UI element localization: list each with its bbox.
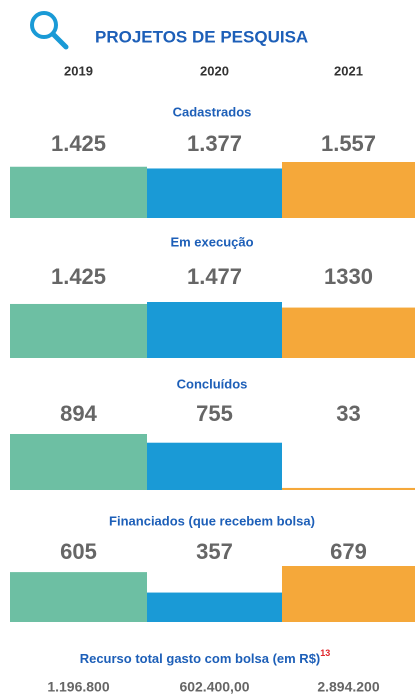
footer-value: 2.894.200 (317, 679, 379, 695)
year-label: 2019 (64, 63, 93, 78)
footer-title: Recurso total gasto com bolsa (em R$)13 (80, 648, 331, 666)
bar (282, 162, 415, 218)
bar (10, 303, 147, 358)
value-label: 1.425 (51, 264, 106, 289)
value-label: 1.377 (187, 131, 242, 156)
bar (147, 168, 282, 218)
bar (10, 166, 147, 218)
bar (282, 487, 415, 490)
value-label: 1.477 (187, 264, 242, 289)
footer-value: 1.196.800 (47, 679, 109, 695)
footer-value: 602.400,00 (179, 679, 249, 695)
section-title: Cadastrados (173, 104, 252, 119)
value-label: 1330 (324, 264, 373, 289)
value-label: 1.557 (321, 131, 376, 156)
bar (10, 572, 147, 622)
value-label: 33 (336, 401, 360, 426)
section-title: Em execução (170, 234, 253, 249)
year-label: 2021 (334, 63, 363, 78)
section-title: Concluídos (177, 376, 248, 391)
bar (10, 434, 147, 490)
section-title: Financiados (que recebem bolsa) (109, 513, 315, 528)
footer-title-text: Recurso total gasto com bolsa (em R$) (80, 651, 321, 666)
value-label: 605 (60, 539, 97, 564)
title: PROJETOS DE PESQUISA (95, 27, 308, 46)
value-label: 1.425 (51, 131, 106, 156)
bar (282, 566, 415, 622)
search-icon (30, 11, 69, 50)
bar (147, 302, 282, 358)
footnote-marker: 13 (320, 648, 330, 658)
value-label: 679 (330, 539, 367, 564)
year-label: 2020 (200, 63, 229, 78)
value-label: 755 (196, 401, 233, 426)
bar (147, 442, 282, 490)
value-label: 357 (196, 539, 233, 564)
bar (147, 592, 282, 622)
value-label: 894 (60, 401, 97, 426)
bar (282, 307, 415, 358)
